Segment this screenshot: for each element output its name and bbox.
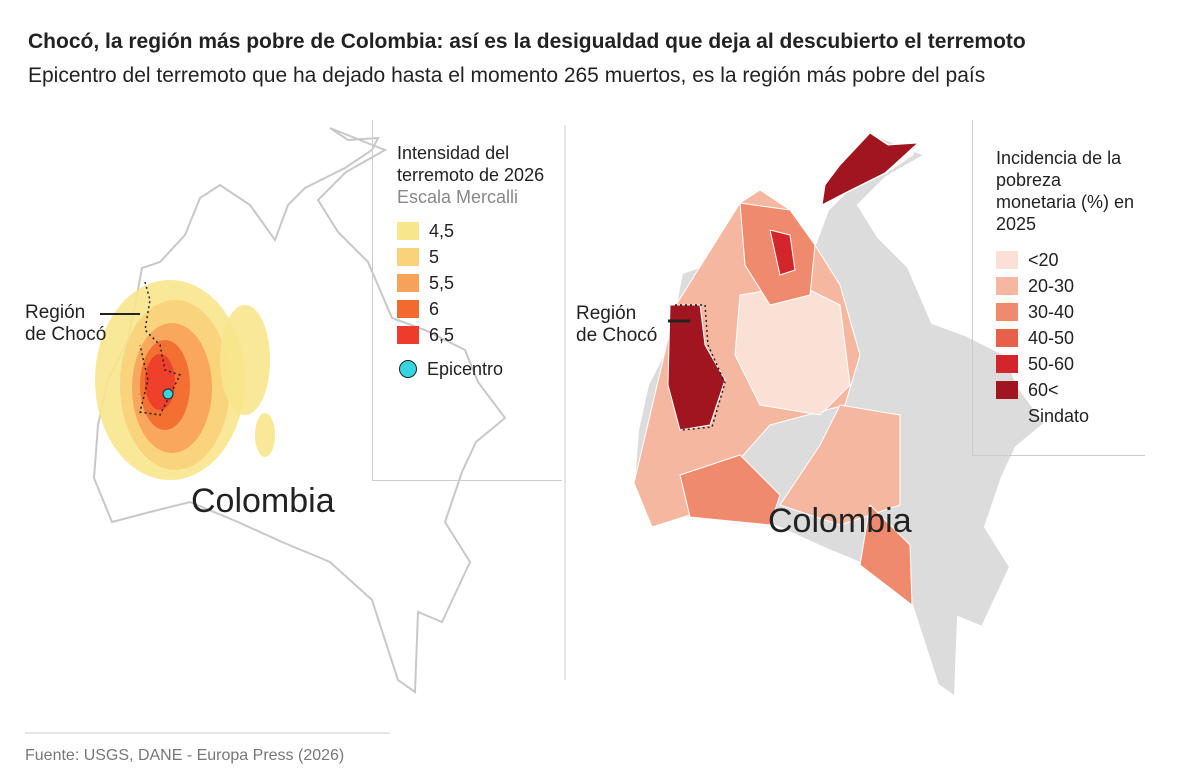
department	[859, 503, 913, 607]
choco-outline	[675, 304, 726, 431]
intensity-zone	[220, 305, 270, 415]
legend-swatch	[996, 329, 1018, 347]
legend-item: 20-30	[996, 273, 1141, 299]
department	[679, 454, 781, 526]
legend-label: 60<	[1028, 380, 1059, 400]
legend-label: 5,5	[429, 273, 455, 293]
legend-subtitle: Escala Mercalli	[397, 187, 519, 207]
country-label: Colombia	[768, 502, 912, 540]
legend-item: <20	[996, 247, 1141, 273]
legend-label: 40-50	[1028, 328, 1075, 348]
legend-label: 6,5	[429, 325, 455, 345]
legend: Incidencia de la pobreza monetaria (%) e…	[996, 147, 1141, 429]
legend-item: 6,5	[397, 322, 547, 348]
legend-swatch	[397, 248, 419, 266]
legend-swatch	[996, 251, 1018, 269]
legend-item: 5	[397, 244, 547, 270]
legend-swatch	[996, 407, 1018, 425]
legend-label: Sindato	[1028, 406, 1090, 426]
poverty-map	[633, 132, 1046, 698]
legend-title: Intensidad del terremoto de 2026	[397, 143, 545, 185]
region-line: de Chocó	[576, 325, 658, 346]
intensity-zone	[145, 354, 175, 410]
legend-label: Epicentro	[427, 359, 504, 379]
legend-label: 20-30	[1028, 276, 1075, 296]
department	[821, 132, 920, 206]
legend: Intensidad del terremoto de 2026 Escala …	[397, 142, 547, 382]
region-line: Región	[576, 303, 637, 324]
legend-item: 5,5	[397, 270, 547, 296]
legend-item: 50-60	[996, 351, 1141, 377]
intensity-zones	[95, 280, 275, 480]
legend-item: Sindato	[996, 403, 1141, 429]
region-label: Región de Chocó	[576, 303, 657, 347]
region-line: Región	[25, 302, 86, 323]
country-label: Colombia	[191, 482, 335, 520]
legend-border	[372, 120, 373, 480]
legend-label: 6	[429, 299, 440, 319]
legend-swatch	[996, 303, 1018, 321]
epicenter	[162, 388, 174, 400]
legend-item: 60<	[996, 377, 1141, 403]
legend-item: 6	[397, 296, 547, 322]
intensity-zone	[255, 413, 275, 457]
legend-item: 4,5	[397, 218, 547, 244]
legend-item: 30-40	[996, 299, 1141, 325]
legend-label: 30-40	[1028, 302, 1075, 322]
legend-swatch	[397, 300, 419, 318]
legend-border	[372, 480, 562, 481]
legend-swatch	[996, 277, 1018, 295]
legend-swatch	[397, 274, 419, 292]
legend-label: <20	[1028, 250, 1059, 270]
department	[667, 304, 726, 431]
legend-swatch	[996, 355, 1018, 373]
legend-border	[972, 455, 1145, 456]
source: Fuente: USGS, DANE - Europa Press (2026)	[25, 747, 345, 764]
title: Chocó, la región más pobre de Colombia: …	[28, 30, 1026, 53]
legend-item: 40-50	[996, 325, 1141, 351]
legend-title: Incidencia de la pobreza monetaria (%) e…	[996, 148, 1135, 234]
department	[779, 404, 901, 526]
legend-marker: Epicentro	[397, 356, 547, 382]
legend-label: 5	[429, 247, 440, 267]
legend-swatch	[996, 381, 1018, 399]
region-label: Región de Chocó	[25, 302, 106, 346]
legend-label: 50-60	[1028, 354, 1075, 374]
department	[769, 229, 796, 276]
legend-label: 4,5	[429, 221, 455, 241]
subtitle: Epicentro del terremoto que ha dejado ha…	[28, 64, 986, 87]
region-line: de Chocó	[25, 324, 107, 345]
legend-swatch	[397, 222, 419, 240]
legend-swatch	[397, 326, 419, 344]
legend-border	[972, 120, 973, 455]
choco-outline	[139, 281, 182, 416]
